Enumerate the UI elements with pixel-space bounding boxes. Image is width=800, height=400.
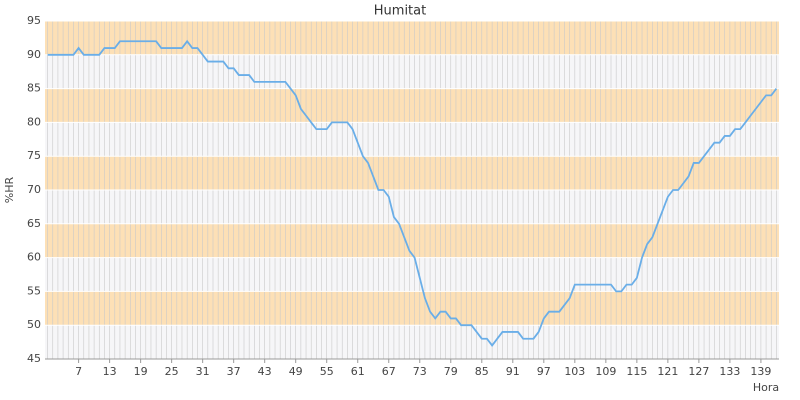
- band: [45, 325, 779, 359]
- y-tick-label: 80: [27, 115, 41, 128]
- x-tick-label: 133: [719, 365, 740, 378]
- y-tick-label: 70: [27, 183, 41, 196]
- x-tick-label: 91: [506, 365, 520, 378]
- x-tick-label: 25: [165, 365, 179, 378]
- x-tick-label: 55: [320, 365, 334, 378]
- x-tick-label: 43: [258, 365, 272, 378]
- x-tick-label: 121: [657, 365, 678, 378]
- y-axis-label: %HR: [3, 176, 16, 203]
- y-tick-label: 85: [27, 82, 41, 95]
- x-axis-label: Hora: [753, 381, 779, 394]
- y-tick-label: 75: [27, 149, 41, 162]
- y-tick-label: 45: [27, 352, 41, 365]
- y-tick-label: 95: [27, 14, 41, 27]
- x-tick-label: 37: [227, 365, 241, 378]
- x-tick-label: 127: [688, 365, 709, 378]
- band: [45, 21, 779, 55]
- line: [47, 39, 778, 347]
- x-tick-label: 73: [413, 365, 427, 378]
- x-tick-label: 13: [103, 365, 117, 378]
- x-tick-label: 7: [75, 365, 82, 378]
- band: [45, 190, 779, 224]
- chart-title: Humitat: [374, 4, 426, 19]
- x-tick-label: 67: [382, 365, 396, 378]
- x-tick-label: 97: [537, 365, 551, 378]
- x-tick-label: 49: [289, 365, 303, 378]
- band: [45, 156, 779, 190]
- x-tick-label: 109: [595, 365, 616, 378]
- x-tick-label: 31: [196, 365, 210, 378]
- y-tick-label: 65: [27, 217, 41, 230]
- x-tick-label: 61: [351, 365, 365, 378]
- x-tick-label: 19: [134, 365, 148, 378]
- band: [45, 88, 779, 123]
- band: [45, 223, 779, 258]
- band: [45, 122, 779, 157]
- y-tick-label: 90: [27, 48, 41, 61]
- x-tick-label: 79: [444, 365, 458, 378]
- band: [45, 54, 779, 89]
- band: [45, 257, 779, 292]
- band: [45, 291, 779, 326]
- x-tick-label: 85: [475, 365, 489, 378]
- x-tick-label: 103: [564, 365, 585, 378]
- x-tick-label: 139: [750, 365, 771, 378]
- y-tick-label: 50: [27, 318, 41, 331]
- x-tick-label: 115: [626, 365, 647, 378]
- y-tick-label: 60: [27, 251, 41, 264]
- y-tick-label: 55: [27, 284, 41, 297]
